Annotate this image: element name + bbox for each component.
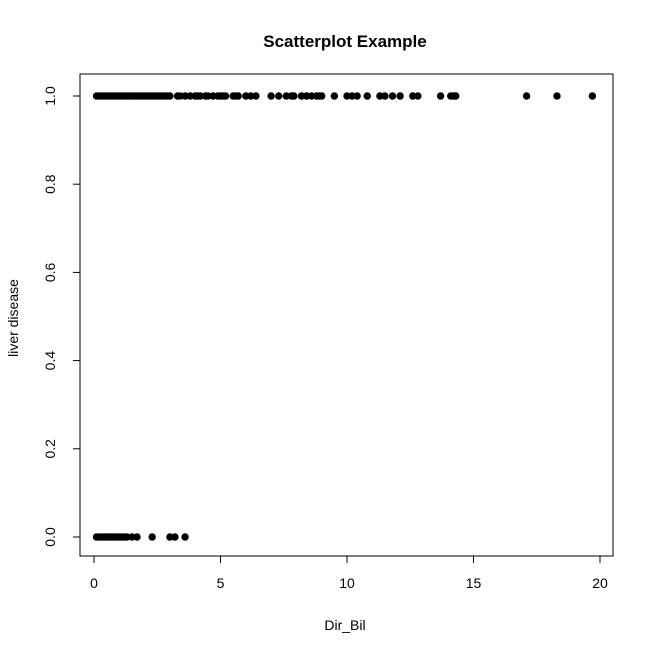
- chart-title: Scatterplot Example: [263, 32, 426, 51]
- y-axis-label: liver disease: [5, 279, 21, 357]
- data-point: [318, 92, 326, 100]
- data-point: [166, 92, 174, 100]
- x-tick-label: 5: [217, 575, 225, 591]
- y-tick-label: 0.8: [42, 174, 58, 194]
- data-point: [553, 92, 561, 100]
- data-point: [274, 92, 283, 100]
- y-tick-label: 0.2: [42, 439, 58, 459]
- data-point: [171, 533, 179, 541]
- data-point: [267, 92, 275, 100]
- data-point: [522, 92, 531, 100]
- data-point: [330, 92, 339, 100]
- y-tick-label: 0.0: [42, 527, 58, 547]
- data-point: [290, 92, 298, 100]
- data-point: [414, 92, 422, 100]
- x-axis: 0 5 10 15 20: [90, 555, 608, 591]
- data-point: [388, 92, 397, 100]
- data-point: [363, 92, 371, 100]
- x-tick-label: 15: [466, 575, 482, 591]
- x-tick-label: 0: [90, 575, 98, 591]
- y-axis: 0.0 0.2 0.4 0.6 0.8 1.0: [42, 86, 81, 547]
- x-tick-label: 10: [339, 575, 355, 591]
- y-tick-label: 0.4: [42, 351, 58, 371]
- plot-area-box: [79, 73, 614, 557]
- data-point: [234, 92, 242, 100]
- data-point: [452, 92, 460, 100]
- data-point: [381, 92, 389, 100]
- x-axis-label: Dir_Bil: [324, 617, 365, 633]
- x-tick-label: 20: [592, 575, 608, 591]
- y-tick-label: 1.0: [42, 86, 58, 106]
- data-point: [396, 92, 404, 100]
- data-point: [221, 92, 230, 100]
- data-point: [436, 92, 445, 100]
- data-point: [148, 533, 156, 541]
- data-point: [133, 533, 141, 541]
- data-point: [252, 92, 260, 100]
- data-point: [181, 533, 189, 541]
- data-point: [588, 92, 597, 100]
- data-point: [353, 92, 361, 100]
- y-tick-label: 0.6: [42, 262, 58, 282]
- data-points: [92, 92, 597, 541]
